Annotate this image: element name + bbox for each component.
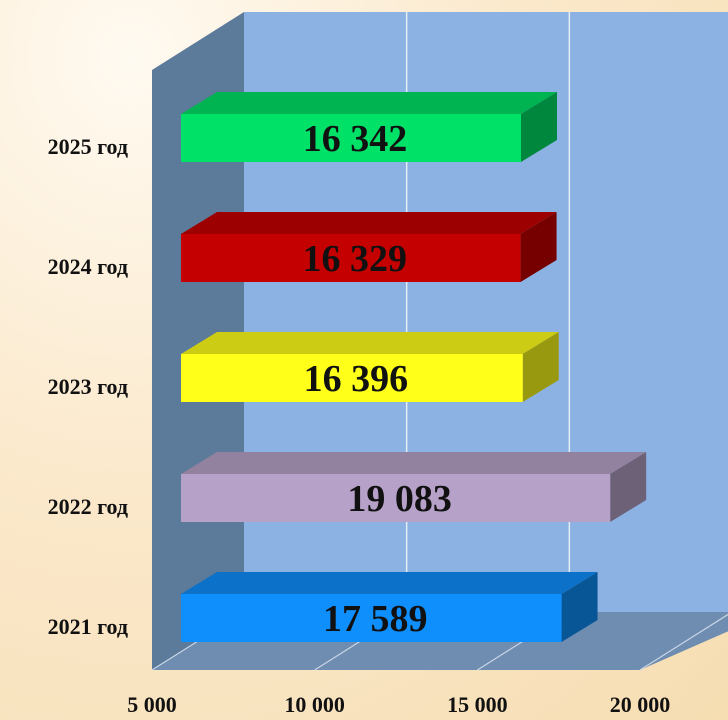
bar-side — [522, 332, 559, 402]
bar-front — [181, 474, 611, 522]
bar-3: 16 329 — [181, 212, 557, 282]
bar-top — [181, 92, 557, 114]
category-label: 2023 год — [48, 374, 128, 399]
bar-side — [520, 92, 557, 162]
floor-gridline — [639, 613, 728, 671]
category-labels: 2025 год 2024 год 2023 год 2022 год 2021 год — [48, 134, 128, 639]
bar-front — [181, 354, 523, 402]
bar-top — [181, 452, 647, 474]
category-label: 2024 год — [48, 254, 128, 279]
bar-2: 16 396 — [181, 332, 559, 402]
bar-1: 19 083 — [181, 452, 647, 522]
bar-side — [561, 572, 598, 642]
bar-side — [610, 452, 647, 522]
data-label: 17 589 — [323, 598, 428, 640]
x-tick-label: 5 000 — [127, 692, 177, 717]
x-axis-ticks: 5 000 10 000 15 000 20 000 — [127, 692, 670, 717]
x-tick-label: 15 000 — [447, 692, 508, 717]
bar-front — [181, 594, 562, 642]
bar-top — [181, 332, 559, 354]
bar-top — [181, 212, 557, 234]
x-tick-label: 10 000 — [284, 692, 345, 717]
bar-front — [181, 114, 521, 162]
data-label: 16 342 — [303, 118, 408, 160]
x-tick-label: 20 000 — [610, 692, 671, 717]
bar-top — [181, 572, 598, 594]
data-label: 19 083 — [347, 478, 452, 520]
data-label: 16 396 — [304, 358, 409, 400]
category-label: 2025 год — [48, 134, 128, 159]
category-label: 2022 год — [48, 494, 128, 519]
bar-front — [181, 234, 521, 282]
data-label: 16 329 — [303, 238, 408, 280]
bar-4: 16 342 — [181, 92, 557, 162]
category-label: 2021 год — [48, 614, 128, 639]
bar-side — [520, 212, 557, 282]
bars: 16 342 16 329 16 396 19 083 17 589 — [181, 92, 647, 642]
bar-0: 17 589 — [181, 572, 598, 642]
